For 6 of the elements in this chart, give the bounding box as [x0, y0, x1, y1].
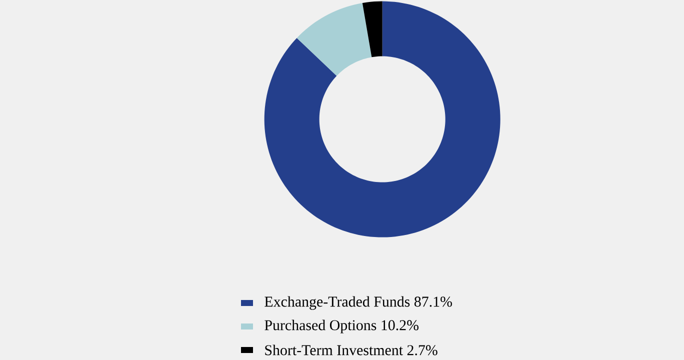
- legend-label: Purchased Options: [264, 320, 376, 334]
- legend-label: Short-Term Investment: [265, 344, 403, 356]
- data-label: 87.1%: [414, 296, 452, 307]
- data-label: 10.2%: [382, 320, 419, 330]
- data-label: 2.7%: [407, 345, 438, 356]
- legend-label: Exchange-Traded Funds: [264, 296, 410, 310]
